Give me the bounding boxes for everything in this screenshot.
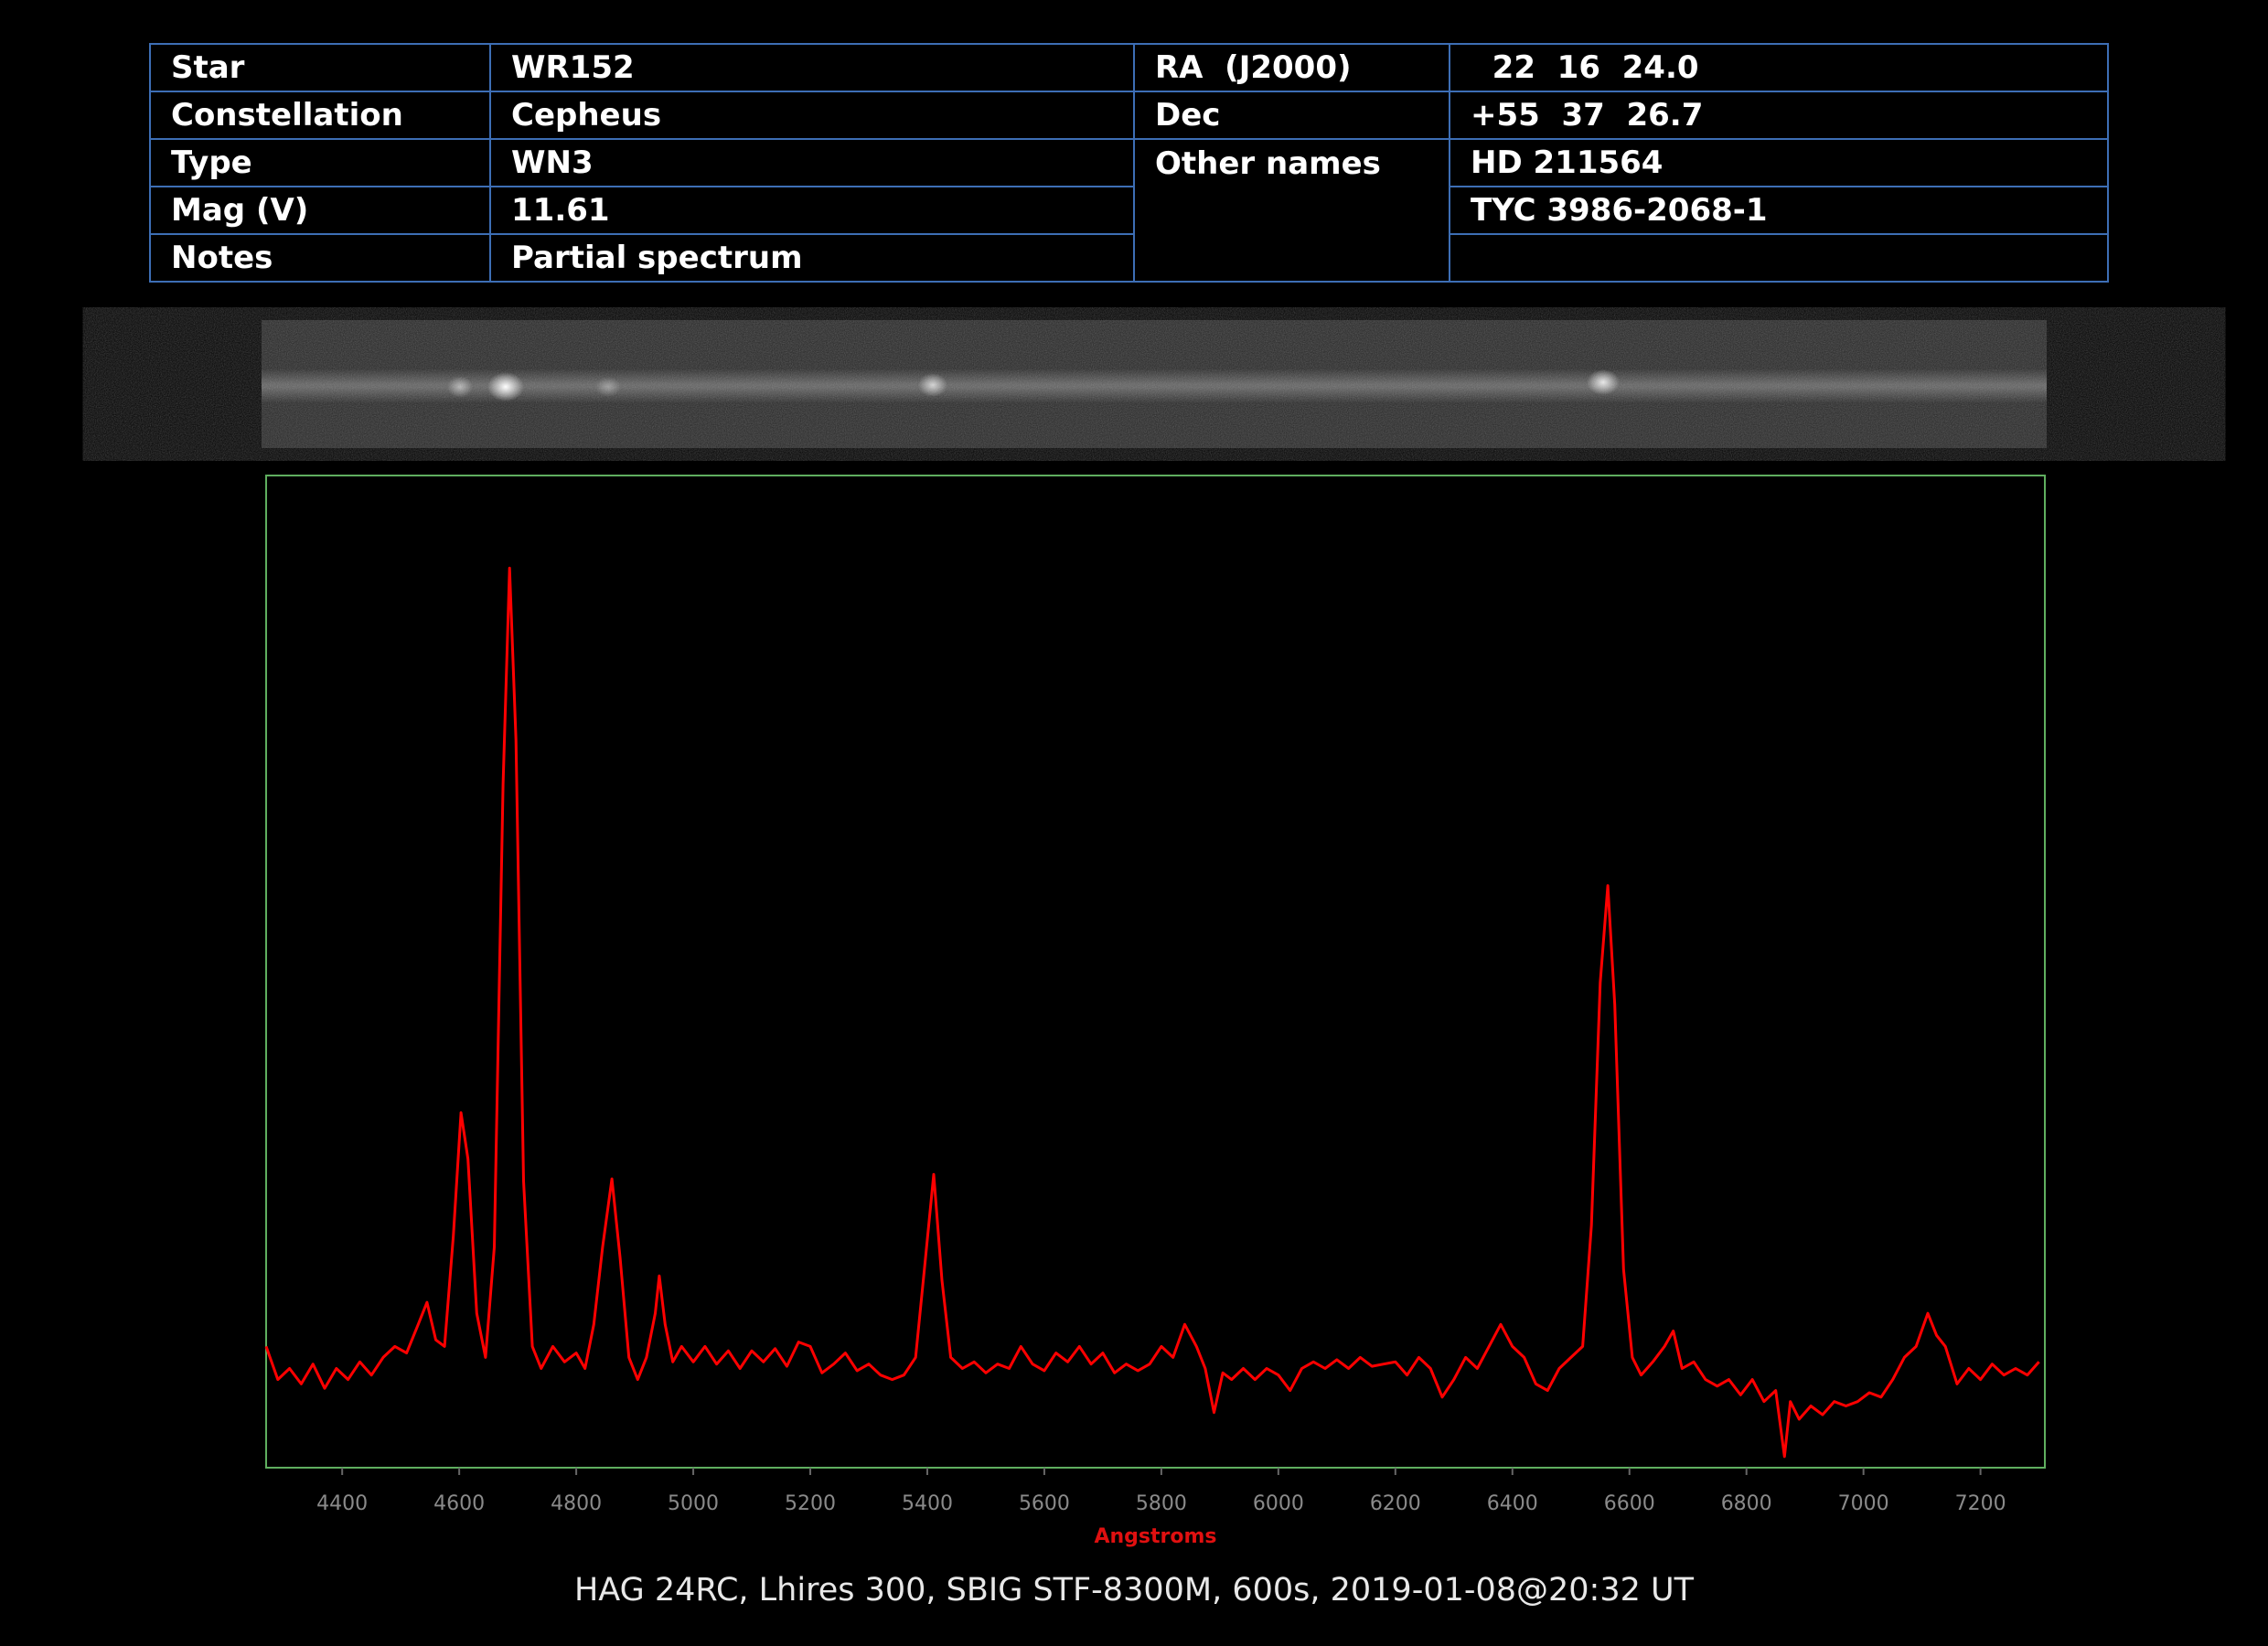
cell: TYC 3986-2068-1 (1449, 186, 2109, 235)
x-tick-label: 5400 (902, 1492, 953, 1515)
cell: WR152 (489, 43, 1135, 92)
spectrum-strip (262, 320, 2047, 448)
x-tick-label: 5600 (1019, 1492, 1070, 1515)
x-axis-label: Angstroms (1094, 1525, 1216, 1548)
x-tick-label: 6600 (1604, 1492, 1655, 1515)
x-tick-label: 5800 (1136, 1492, 1187, 1515)
table-row: Constellation Cepheus Dec +55 37 26.7 (149, 91, 2109, 140)
table-row: Mag (V) 11.61 TYC 3986-2068-1 (149, 186, 2109, 235)
info-table: Star WR152 RA (J2000) 22 16 24.0 Constel… (149, 43, 2109, 283)
cell: 11.61 (489, 186, 1135, 235)
x-tick-label: 4600 (433, 1492, 485, 1515)
cell: WN3 (489, 138, 1135, 187)
cell: Cepheus (489, 91, 1135, 140)
cell: Partial spectrum (489, 233, 1135, 283)
cell: 22 16 24.0 (1449, 43, 2109, 92)
table-row: Notes Partial spectrum (149, 233, 2109, 283)
x-tick-label: 6000 (1253, 1492, 1304, 1515)
cell: Constellation (149, 91, 491, 140)
cell: Type (149, 138, 491, 187)
cell: +55 37 26.7 (1449, 91, 2109, 140)
cell (1449, 233, 2109, 283)
cell: HD 211564 (1449, 138, 2109, 187)
cell: Mag (V) (149, 186, 491, 235)
x-tick-label: 6400 (1487, 1492, 1538, 1515)
x-tick-label: 6800 (1721, 1492, 1772, 1515)
cell: Other names (1133, 138, 1450, 283)
caption: HAG 24RC, Lhires 300, SBIG STF-8300M, 60… (574, 1572, 1695, 1609)
x-tick-label: 5200 (785, 1492, 836, 1515)
table-row: Star WR152 RA (J2000) 22 16 24.0 (149, 43, 2109, 92)
plot-frame (265, 475, 2046, 1469)
cell: Star (149, 43, 491, 92)
x-tick-label: 7000 (1838, 1492, 1889, 1515)
x-tick-label: 6200 (1370, 1492, 1421, 1515)
x-tick-label: 5000 (668, 1492, 719, 1515)
x-tick-label: 7200 (1955, 1492, 2006, 1515)
x-tick-label: 4400 (316, 1492, 368, 1515)
cell: RA (J2000) (1133, 43, 1450, 92)
cell: Dec (1133, 91, 1450, 140)
cell: Notes (149, 233, 491, 283)
spectrum-line (264, 566, 2040, 1459)
table-row: Type WN3 Other names HD 211564 (149, 138, 2109, 283)
x-tick-label: 4800 (551, 1492, 602, 1515)
